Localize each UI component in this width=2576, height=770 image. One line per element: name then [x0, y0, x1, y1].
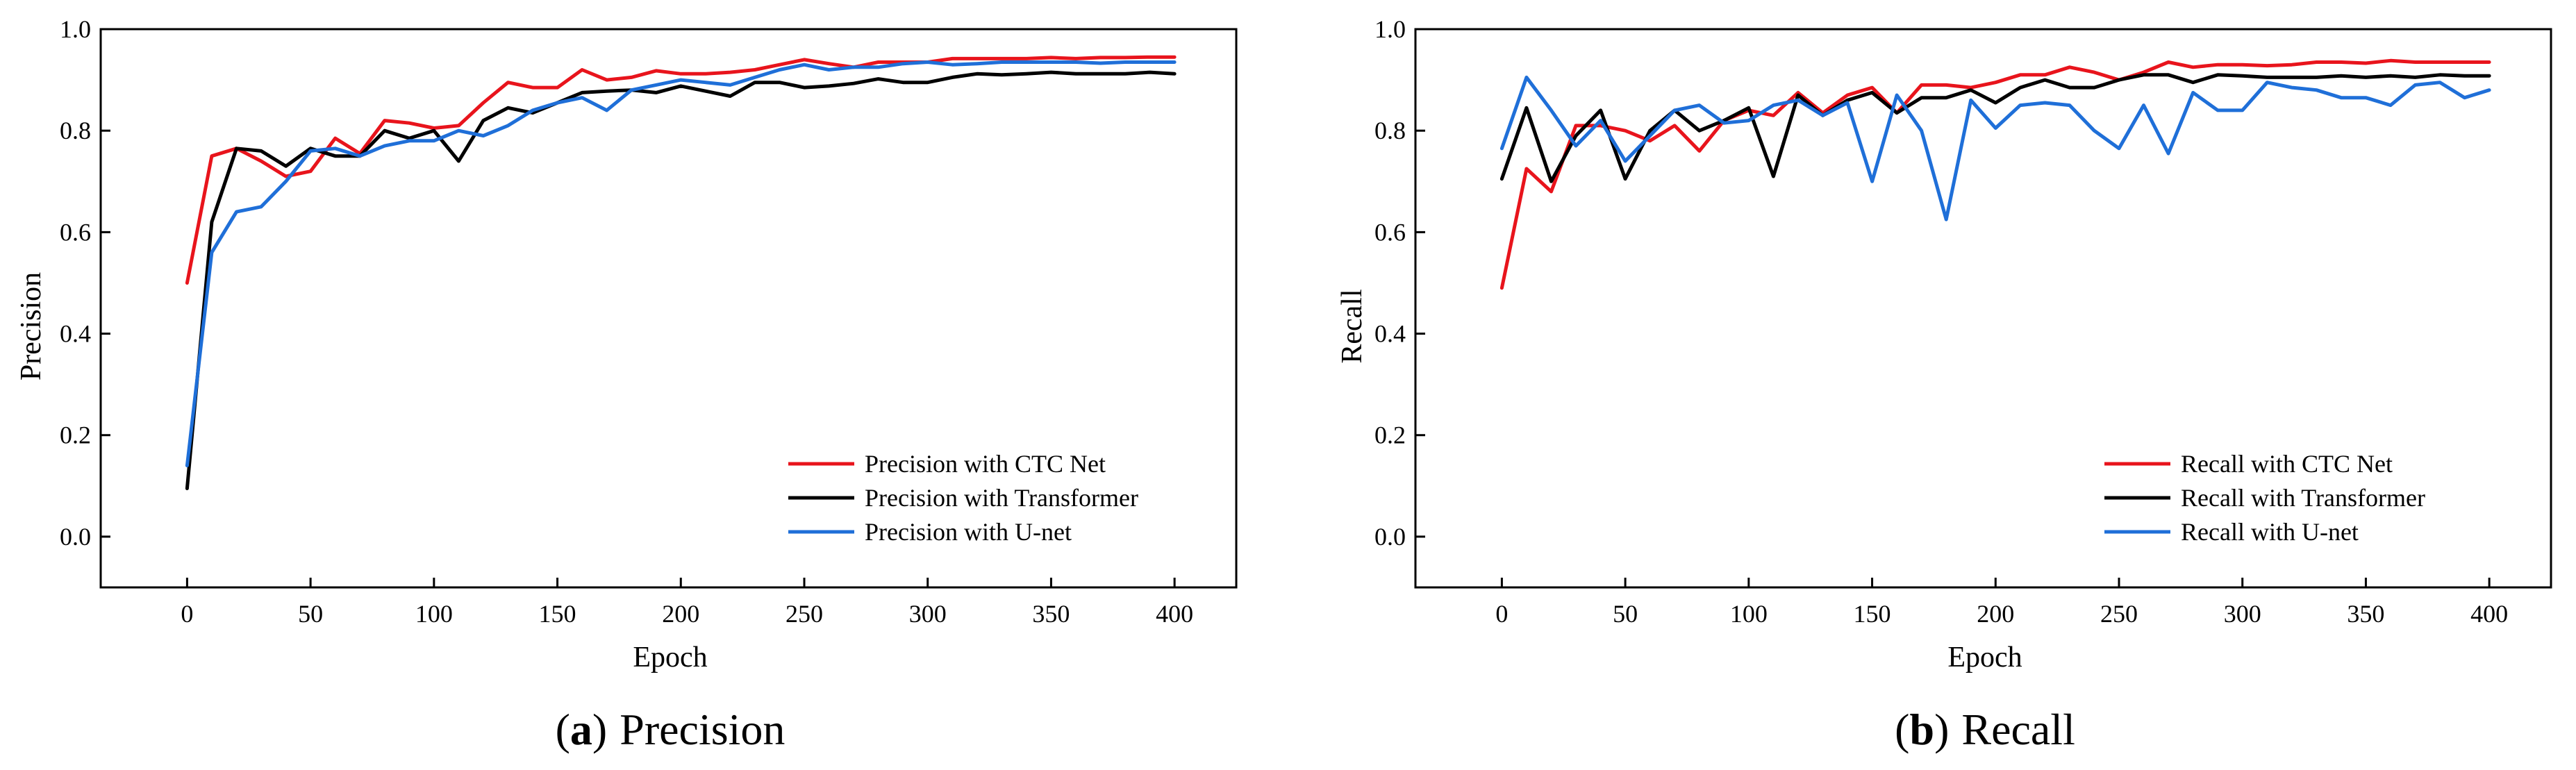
legend-label-ctc-net: Precision with CTC Net [865, 450, 1106, 478]
legend-label-u-net: Precision with U-net [865, 518, 1072, 546]
x-tick-label: 400 [1156, 600, 1193, 628]
y-tick-label: 1.0 [1374, 15, 1406, 43]
y-axis-label: Recall [1336, 289, 1368, 363]
y-axis-ticks: 0.0 0.2 0.4 0.6 0.8 1.0 [60, 15, 110, 551]
caption-close-paren: ) [1934, 705, 1949, 754]
x-tick-label: 50 [1613, 600, 1638, 628]
x-tick-label: 400 [2470, 600, 2508, 628]
precision-panel: 0 50 100 150 200 250 300 350 400 0.0 0.2 0.4 0.6 0.8… [15, 15, 1238, 754]
series-line-precision-with-ctc-net [185, 55, 1177, 285]
panel-caption: (a) Precision [556, 705, 786, 754]
series-lines [185, 55, 1177, 490]
legend-label-transformer: Precision with Transformer [865, 484, 1138, 512]
panel-caption: (b) Recall [1895, 705, 2075, 754]
legend-label-transformer: Recall with Transformer [2181, 484, 2425, 512]
x-tick-label: 150 [1854, 600, 1891, 628]
x-tick-label: 300 [909, 600, 947, 628]
y-tick-label: 0.6 [60, 218, 91, 246]
caption-open-paren: ( [1895, 705, 1909, 754]
x-axis-label: Epoch [633, 642, 707, 673]
caption-letter: a [570, 705, 592, 754]
x-tick-label: 100 [1730, 600, 1768, 628]
y-tick-label: 0.2 [1374, 421, 1406, 449]
legend-label-u-net: Recall with U-net [2181, 518, 2359, 546]
caption-open-paren: ( [556, 705, 570, 754]
y-tick-label: 0.0 [60, 523, 91, 551]
y-tick-label: 0.2 [60, 421, 91, 449]
y-tick-label: 0.8 [1374, 117, 1406, 144]
x-tick-label: 250 [2100, 600, 2138, 628]
x-tick-label: 300 [2224, 600, 2261, 628]
x-tick-label: 50 [298, 600, 323, 628]
series-lines [1499, 58, 2491, 290]
series-line-recall-with-ctc-net [1499, 58, 2491, 290]
recall-panel: 0 50 100 150 200 250 300 350 400 0.0 0.2 0.4 0.6 0.8… [1336, 15, 2552, 754]
series-line-precision-with-transformer [185, 70, 1177, 490]
x-tick-label: 100 [415, 600, 453, 628]
caption-close-paren: ) [592, 705, 607, 754]
y-axis-label: Precision [15, 272, 47, 380]
y-tick-label: 0.6 [1374, 218, 1406, 246]
x-axis-ticks: 0 50 100 150 200 250 300 350 400 [1495, 578, 2508, 628]
y-axis-ticks: 0.0 0.2 0.4 0.6 0.8 1.0 [1374, 15, 1425, 551]
caption-text: Precision [620, 705, 785, 754]
x-tick-label: 150 [539, 600, 576, 628]
x-tick-label: 350 [2347, 600, 2384, 628]
x-tick-label: 350 [1032, 600, 1070, 628]
y-tick-label: 0.4 [60, 320, 91, 348]
x-tick-label: 200 [662, 600, 699, 628]
legend-label-ctc-net: Recall with CTC Net [2181, 450, 2393, 478]
series-line-precision-with-u-net [185, 60, 1177, 468]
x-tick-label: 250 [786, 600, 823, 628]
legend: Precision with CTC Net Precision with Tr… [788, 450, 1138, 546]
plot-frame [1414, 28, 2552, 589]
x-axis-ticks: 0 50 100 150 200 250 300 350 400 [181, 578, 1193, 628]
x-tick-label: 0 [181, 600, 193, 628]
y-tick-label: 0.8 [60, 117, 91, 144]
series-line-recall-with-u-net [1499, 75, 2491, 221]
y-tick-label: 0.4 [1374, 320, 1406, 348]
x-tick-label: 200 [1977, 600, 2014, 628]
caption-letter: b [1909, 705, 1934, 754]
caption-text: Recall [1961, 705, 2075, 754]
x-axis-label: Epoch [1947, 642, 2022, 673]
y-tick-label: 1.0 [60, 15, 91, 43]
y-tick-label: 0.0 [1374, 523, 1406, 551]
x-tick-label: 0 [1495, 600, 1508, 628]
plot-frame [99, 28, 1238, 589]
legend: Recall with CTC Net Recall with Transfor… [2104, 450, 2425, 546]
